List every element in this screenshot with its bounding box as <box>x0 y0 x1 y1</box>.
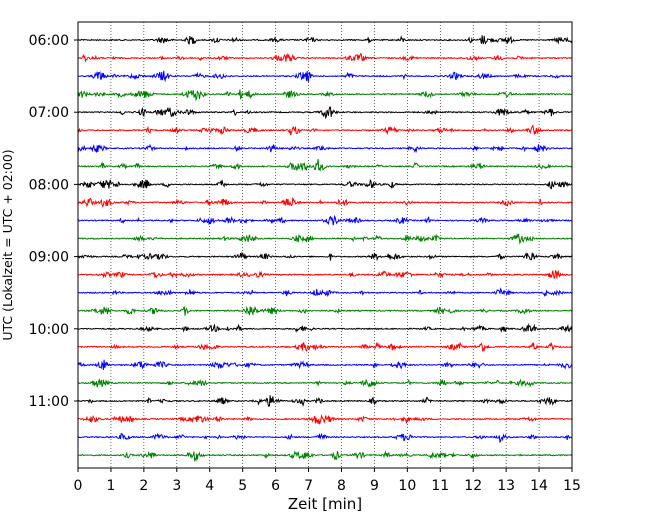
trace-0615 <box>77 52 573 63</box>
trace-0715 <box>77 124 573 136</box>
x-tick-label-7: 7 <box>304 478 313 494</box>
y-tick-label-06:00: 06:00 <box>29 33 69 49</box>
trace-1145 <box>77 450 573 463</box>
trace-1015 <box>77 341 573 352</box>
trace-1045 <box>77 377 573 388</box>
trace-0800 <box>77 178 573 190</box>
trace-0915 <box>77 269 573 280</box>
axis-ticks: 0 1 2 3 4 5 6 7 8 9 10 11 12 13 14 1506:0007:0008:0009:… <box>29 33 581 494</box>
trace-0700 <box>77 106 573 120</box>
x-tick-label-10: 10 <box>398 478 416 494</box>
y-tick-label-09:00: 09:00 <box>29 250 69 266</box>
y-axis-label: UTC (Lokalzeit = UTC + 02:00) <box>0 149 15 340</box>
trace-0830 <box>77 214 573 226</box>
y-tick-label-08:00: 08:00 <box>29 177 69 193</box>
x-tick-label-13: 13 <box>497 478 515 494</box>
x-tick-label-14: 14 <box>530 478 548 494</box>
y-tick-label-07:00: 07:00 <box>29 105 69 121</box>
x-tick-label-4: 4 <box>205 478 214 494</box>
x-tick-label-0: 0 <box>74 478 83 494</box>
trace-1130 <box>77 432 573 444</box>
x-tick-label-12: 12 <box>464 478 482 494</box>
x-tick-label-11: 11 <box>431 478 449 494</box>
x-tick-label-15: 15 <box>563 478 581 494</box>
x-axis-label: Zeit [min] <box>288 495 362 513</box>
x-tick-label-1: 1 <box>106 478 115 494</box>
trace-0845 <box>77 232 573 245</box>
trace-1100 <box>77 395 573 408</box>
trace-0815 <box>77 196 573 208</box>
x-tick-label-9: 9 <box>370 478 379 494</box>
trace-0630 <box>77 70 573 83</box>
x-tick-label-5: 5 <box>238 478 247 494</box>
trace-0900 <box>77 251 573 262</box>
trace-1030 <box>77 359 573 370</box>
plot-frame <box>77 21 573 469</box>
trace-0645 <box>77 89 573 102</box>
trace-0600 <box>77 35 573 45</box>
x-tick-label-2: 2 <box>139 478 148 494</box>
trace-1115 <box>77 413 573 425</box>
x-tick-label-3: 3 <box>172 478 181 494</box>
trace-0745 <box>77 159 573 172</box>
grid-lines <box>110 22 540 468</box>
x-tick-label-8: 8 <box>337 478 346 494</box>
trace-1000 <box>77 323 573 333</box>
trace-0945 <box>77 305 573 317</box>
y-tick-label-10:00: 10:00 <box>29 322 69 338</box>
seismogram-traces <box>77 35 573 463</box>
x-tick-label-6: 6 <box>271 478 280 494</box>
y-tick-label-11:00: 11:00 <box>29 394 69 410</box>
trace-0930 <box>77 287 573 298</box>
trace-0730 <box>77 143 573 154</box>
